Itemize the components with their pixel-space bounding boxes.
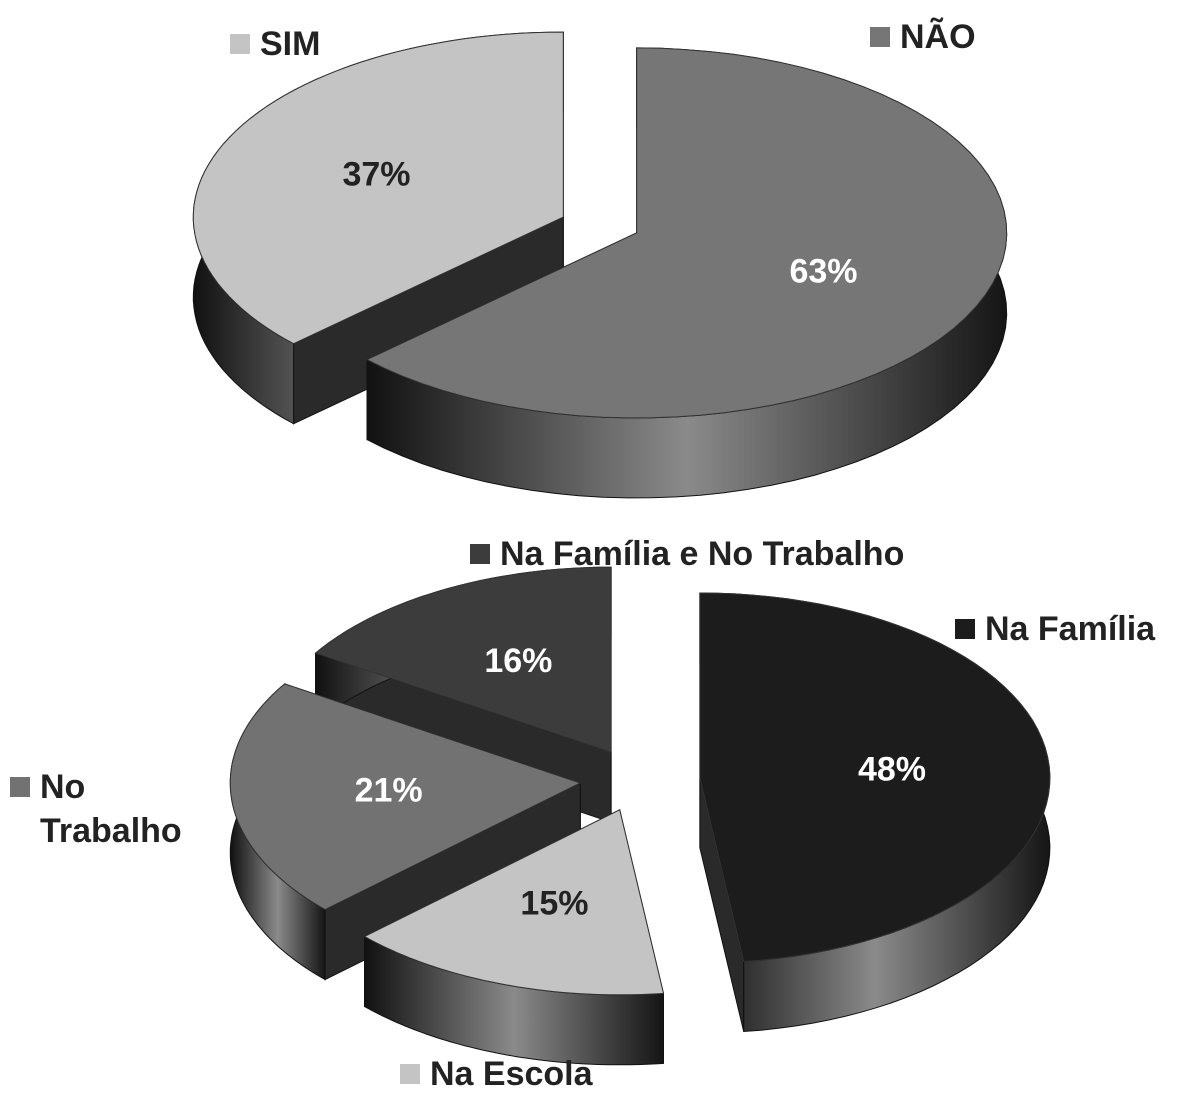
- data-label: 16%: [484, 642, 552, 680]
- pie-tops: 37% 63%: [192, 31, 1008, 419]
- legend-swatch: [955, 619, 975, 639]
- legend-swatch: [10, 777, 30, 797]
- legend-entry: NÃO: [870, 15, 976, 59]
- legend-swatch: [470, 544, 490, 564]
- pie-slice: [314, 566, 612, 753]
- legend-label: Na Família e No Trabalho: [500, 535, 905, 573]
- legend-label: Na Escola: [430, 1055, 593, 1093]
- pie-slice: [192, 31, 564, 345]
- legend-swatch: [400, 1064, 420, 1084]
- legend-entry: SIM: [230, 22, 320, 66]
- data-label: 37%: [342, 156, 410, 194]
- pie-slice: [363, 809, 665, 996]
- pie-tops: 16% 21% 15% 48%: [229, 566, 1051, 996]
- legend-entry: No Trabalho: [10, 765, 220, 853]
- data-label: 21%: [355, 772, 423, 810]
- legend-entry: Na Família e No Trabalho: [470, 532, 904, 576]
- legend-label: No Trabalho: [40, 768, 182, 851]
- legend-entry: Na Escola: [400, 1052, 593, 1096]
- data-label: 48%: [858, 751, 926, 789]
- pie-slice: [229, 683, 582, 911]
- data-label: 15%: [520, 885, 588, 923]
- pie-slice: [699, 592, 1051, 963]
- legend-label: Na Família: [985, 610, 1156, 648]
- legend-label: SIM: [260, 25, 321, 63]
- legend-entry: Na Família: [955, 607, 1155, 651]
- data-label: 63%: [789, 252, 857, 290]
- legend-swatch: [870, 27, 890, 47]
- legend-swatch: [230, 34, 250, 54]
- pie-slice: [365, 47, 1008, 419]
- legend-label: NÃO: [900, 18, 976, 56]
